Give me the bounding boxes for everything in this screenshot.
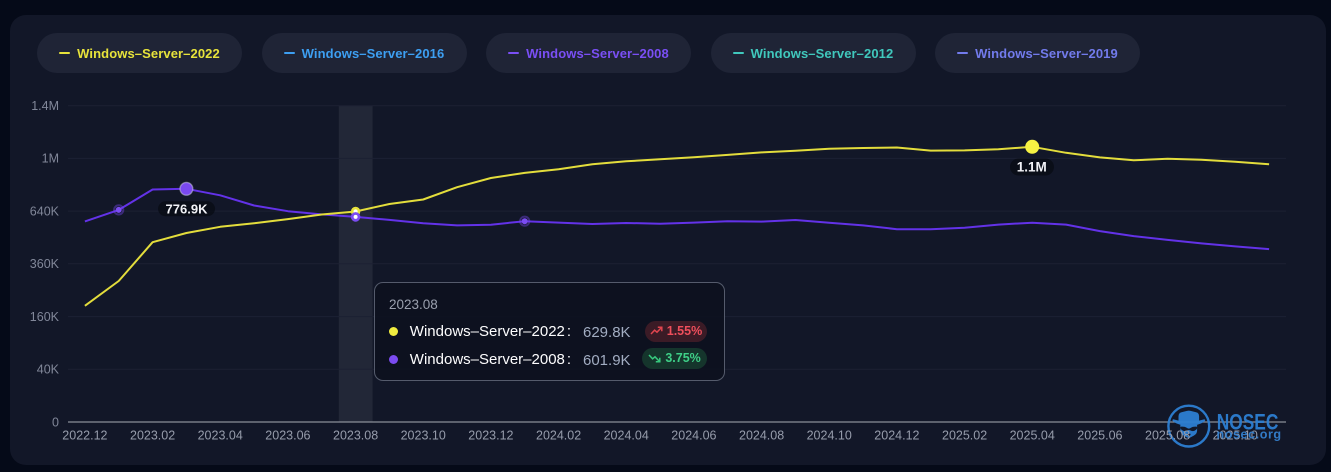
svg-text:NOSEC: NOSEC bbox=[1217, 411, 1279, 436]
svg-text:160K: 160K bbox=[30, 310, 60, 324]
svg-text:360K: 360K bbox=[30, 257, 60, 271]
svg-text:2024.06: 2024.06 bbox=[671, 429, 716, 443]
svg-text:2025.10: 2025.10 bbox=[1213, 429, 1258, 443]
svg-text:2024.04: 2024.04 bbox=[604, 429, 649, 443]
svg-text:2023.04: 2023.04 bbox=[198, 429, 243, 443]
svg-text:2024.10: 2024.10 bbox=[807, 429, 852, 443]
svg-text:0: 0 bbox=[52, 415, 59, 429]
svg-text:2025.06: 2025.06 bbox=[1077, 429, 1122, 443]
svg-text:nosec.org: nosec.org bbox=[1217, 428, 1282, 442]
svg-text:1M: 1M bbox=[42, 152, 59, 166]
svg-text:640K: 640K bbox=[30, 204, 60, 218]
svg-text:2023.12: 2023.12 bbox=[468, 429, 513, 443]
svg-text:2025.02: 2025.02 bbox=[942, 429, 987, 443]
svg-text:2024.02: 2024.02 bbox=[536, 429, 581, 443]
svg-text:2022.12: 2022.12 bbox=[62, 429, 107, 443]
svg-text:2023.02: 2023.02 bbox=[130, 429, 175, 443]
svg-text:40K: 40K bbox=[37, 363, 60, 377]
svg-text:1.4M: 1.4M bbox=[31, 99, 59, 113]
svg-text:2023.08: 2023.08 bbox=[333, 429, 378, 443]
svg-text:2023.10: 2023.10 bbox=[401, 429, 446, 443]
svg-text:2023.06: 2023.06 bbox=[265, 429, 310, 443]
svg-text:2024.12: 2024.12 bbox=[874, 429, 919, 443]
svg-text:2025.04: 2025.04 bbox=[1010, 429, 1055, 443]
svg-text:2024.08: 2024.08 bbox=[739, 429, 784, 443]
svg-text:2025.08: 2025.08 bbox=[1145, 429, 1190, 443]
